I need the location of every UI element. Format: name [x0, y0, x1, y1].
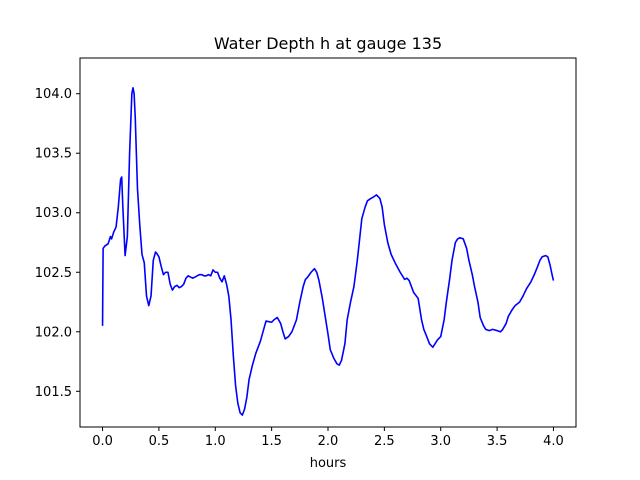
x-tick-label: 1.0 — [205, 434, 226, 449]
y-axis: 101.5 102.0 102.5 103.0 103.5 104.0 — [35, 87, 80, 400]
plot-area — [101, 86, 555, 416]
x-tick-label: 3.5 — [487, 434, 508, 449]
x-tick-label: 1.5 — [261, 434, 282, 449]
x-tick-label: 3.0 — [430, 434, 451, 449]
x-tick-label: 0.0 — [92, 434, 113, 449]
y-tick-label: 103.5 — [35, 147, 72, 162]
chart-title: Water Depth h at gauge 135 — [214, 34, 442, 53]
y-tick-label: 102.5 — [35, 266, 72, 281]
x-tick-label: 2.0 — [318, 434, 339, 449]
y-tick-label: 104.0 — [35, 87, 72, 102]
x-axis: 0.0 0.5 1.0 1.5 2.0 2.5 3.0 3.5 4.0 — [92, 427, 564, 449]
y-tick-label: 101.5 — [35, 385, 72, 400]
x-axis-label: hours — [310, 456, 347, 471]
series-line-0 — [101, 86, 555, 416]
y-tick-label: 103.0 — [35, 206, 72, 221]
y-tick-label: 102.0 — [35, 325, 72, 340]
x-tick-label: 4.0 — [543, 434, 564, 449]
x-tick-label: 2.5 — [374, 434, 395, 449]
x-tick-label: 0.5 — [149, 434, 170, 449]
plot-frame — [79, 57, 577, 428]
